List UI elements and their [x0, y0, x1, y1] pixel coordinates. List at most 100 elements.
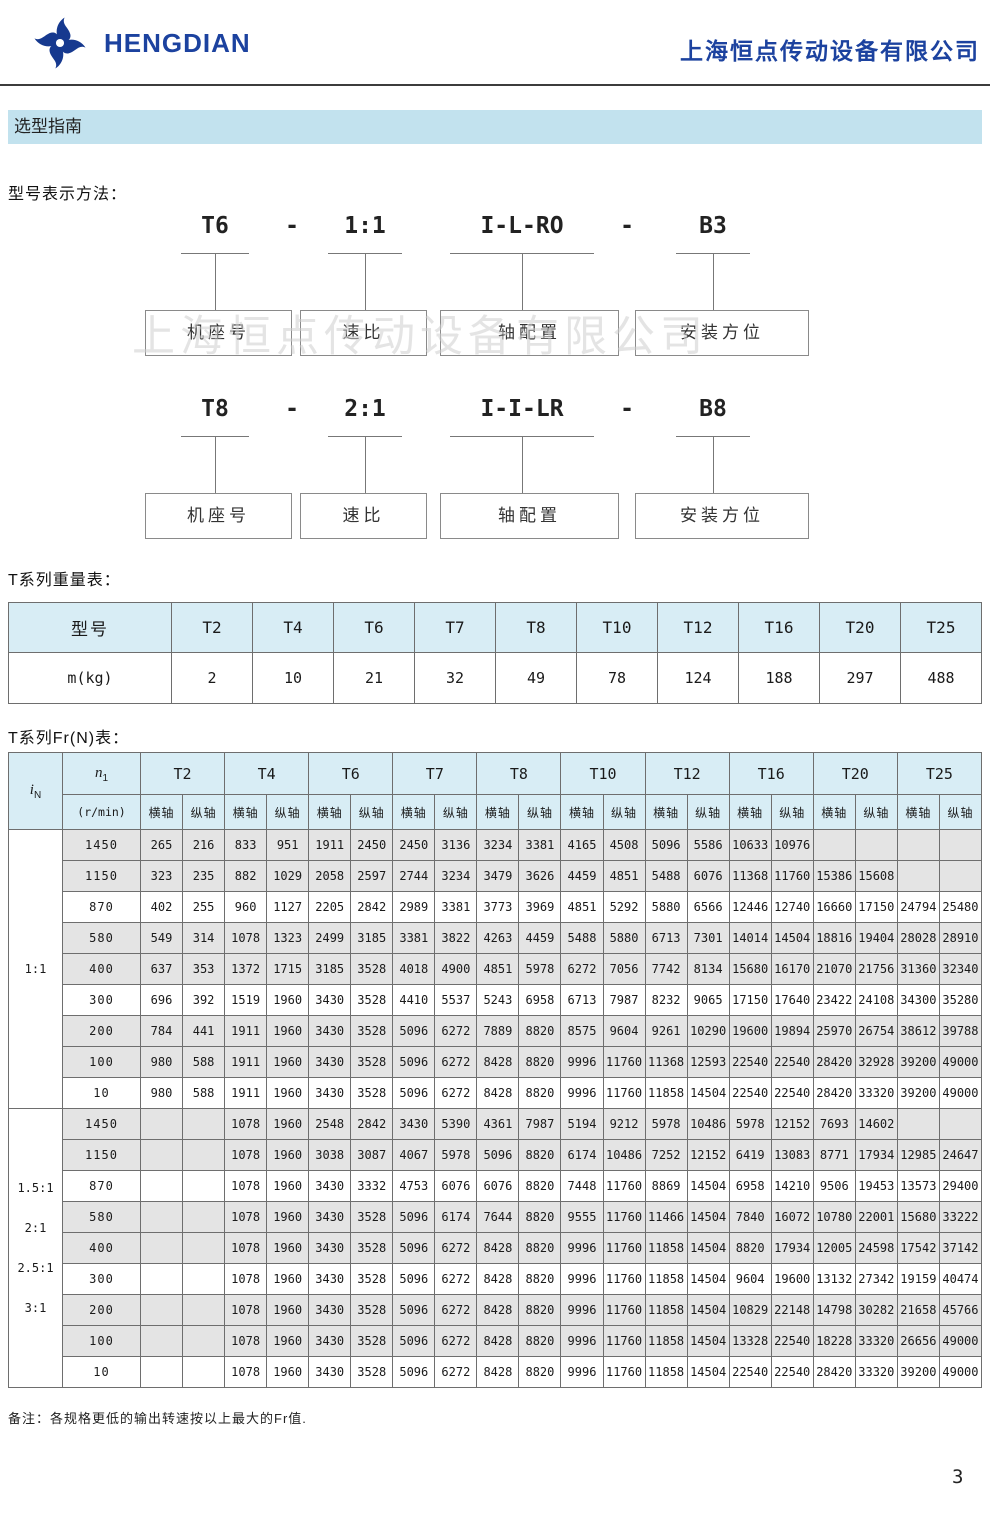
fr-cell: 15608 — [854, 860, 898, 892]
fr-col-axis: 纵轴 — [182, 794, 226, 830]
fr-n1-cell: 100 — [62, 1325, 141, 1357]
fr-cell — [938, 1108, 983, 1140]
fr-cell: 3430 — [392, 1108, 436, 1140]
fr-cell: 11760 — [602, 1325, 646, 1357]
fr-cell: 314 — [182, 922, 226, 954]
fr-cell: 5586 — [686, 829, 730, 861]
fr-cell: 3528 — [350, 1356, 394, 1388]
fr-cell: 6419 — [728, 1139, 772, 1171]
model-code-shaft: I-I-LR — [480, 396, 564, 422]
fr-n1-cell: 300 — [62, 1263, 141, 1295]
fr-cell: 39200 — [896, 1077, 940, 1109]
logo-wordmark: HENGDIAN — [104, 28, 251, 58]
fr-cell: 49000 — [938, 1077, 983, 1109]
fr-cell: 11368 — [728, 860, 772, 892]
fr-cell: 19600 — [770, 1263, 814, 1295]
fr-cell: 17934 — [770, 1232, 814, 1264]
underline — [181, 253, 249, 254]
fr-cell: 11858 — [644, 1263, 688, 1295]
fr-cell: 8428 — [476, 1325, 520, 1357]
fr-cell: 17934 — [854, 1139, 898, 1171]
fr-n1-cell: 870 — [62, 1170, 141, 1202]
model-code-dash: - — [285, 213, 299, 239]
fr-cell: 10290 — [686, 1015, 730, 1047]
fr-cell: 31360 — [896, 953, 940, 985]
fr-cell: 3528 — [350, 1201, 394, 1233]
fr-cell: 8232 — [644, 984, 688, 1016]
fr-cell — [182, 1139, 226, 1171]
fr-cell: 6272 — [560, 953, 604, 985]
weight-cell: 32 — [414, 652, 496, 704]
fr-cell: 8428 — [476, 1077, 520, 1109]
fr-cell: 9261 — [644, 1015, 688, 1047]
fr-table-row: 100 980 588 1911 1960 3430 3528 5096 6272 8428 882… — [9, 1046, 983, 1078]
fr-cell: 1911 — [308, 829, 352, 861]
fr-cell: 216 — [182, 829, 226, 861]
fr-cell: 6272 — [434, 1294, 478, 1326]
fr-cell: 5978 — [518, 953, 562, 985]
header-divider — [0, 84, 990, 86]
fr-cell: 5096 — [392, 1201, 436, 1233]
fr-n1-cell: 200 — [62, 1294, 141, 1326]
fr-cell: 9996 — [560, 1046, 604, 1078]
fr-cell: 19404 — [854, 922, 898, 954]
fr-n1-cell: 870 — [62, 891, 141, 923]
fr-cell: 6272 — [434, 1263, 478, 1295]
fr-cell: 33320 — [854, 1356, 898, 1388]
fr-cell: 39200 — [896, 1356, 940, 1388]
fr-cell: 8428 — [476, 1232, 520, 1264]
fr-cell: 23422 — [812, 984, 856, 1016]
fr-cell: 6713 — [560, 984, 604, 1016]
ratio-label: 1:1 — [24, 962, 47, 976]
fr-cell: 35280 — [938, 984, 983, 1016]
fr-cell: 3381 — [434, 891, 478, 923]
fr-cell: 3381 — [518, 829, 562, 861]
fr-cell: 14210 — [770, 1170, 814, 1202]
fr-cell — [896, 860, 940, 892]
weight-cell: 297 — [819, 652, 901, 704]
fr-cell: 32928 — [854, 1046, 898, 1078]
fr-cell: 784 — [139, 1015, 184, 1047]
fr-cell: 6272 — [434, 1046, 478, 1078]
model-code-shaft: I-L-RO — [480, 213, 564, 239]
weight-col-header: T2 — [171, 602, 253, 653]
fr-cell: 1372 — [224, 953, 268, 985]
fr-col-model: T8 — [476, 752, 562, 795]
fr-cell: 25970 — [812, 1015, 856, 1047]
fr-cell: 7987 — [518, 1108, 562, 1140]
fr-cell: 2450 — [392, 829, 436, 861]
model-diagram-2: T8 - 2:1 I-I-LR - B8 机座号 速比 轴配置 安装方位 — [0, 388, 990, 548]
fr-cell: 9996 — [560, 1232, 604, 1264]
weight-col-header: T20 — [819, 602, 901, 653]
fr-cell: 1715 — [266, 953, 310, 985]
fr-cell: 8820 — [518, 1263, 562, 1295]
fr-table-row: 1:1 1450 265 216 833 951 1911 2450 2450 3136 3234 3… — [8, 829, 983, 1109]
fr-cell: 26754 — [854, 1015, 898, 1047]
underline — [450, 253, 594, 254]
fr-cell: 8869 — [644, 1170, 688, 1202]
weight-cell: 21 — [333, 652, 415, 704]
weight-cell: 78 — [576, 652, 658, 704]
fr-cell: 33320 — [854, 1077, 898, 1109]
label-box-ratio: 速比 — [300, 310, 427, 356]
fr-cell: 32340 — [938, 953, 983, 985]
fr-cell: 5978 — [728, 1108, 772, 1140]
fr-cell — [182, 1356, 226, 1388]
weight-col-model: 型号 — [8, 602, 172, 653]
fr-cell: 24794 — [896, 891, 940, 923]
fr-n1-cell: 10 — [62, 1077, 141, 1109]
fr-cell: 3430 — [308, 1201, 352, 1233]
fr-col-axis: 横轴 — [224, 794, 268, 830]
fr-col-axis: 纵轴 — [686, 794, 730, 830]
fr-cell: 5096 — [392, 1046, 436, 1078]
fr-cell: 4067 — [392, 1139, 436, 1171]
fr-cell: 5096 — [392, 1015, 436, 1047]
fr-cell: 6272 — [434, 1077, 478, 1109]
fr-cell: 37142 — [938, 1232, 983, 1264]
fr-cell: 5292 — [602, 891, 646, 923]
fr-table-row: 10 980 588 1911 1960 3430 3528 5096 6272 8428 8820… — [9, 1077, 983, 1109]
footnote: 备注：各规格更低的输出转速按以上最大的Fr值. — [8, 1411, 307, 1426]
fr-cell: 3234 — [476, 829, 520, 861]
connector-line — [365, 254, 366, 310]
fr-cell: 5880 — [644, 891, 688, 923]
